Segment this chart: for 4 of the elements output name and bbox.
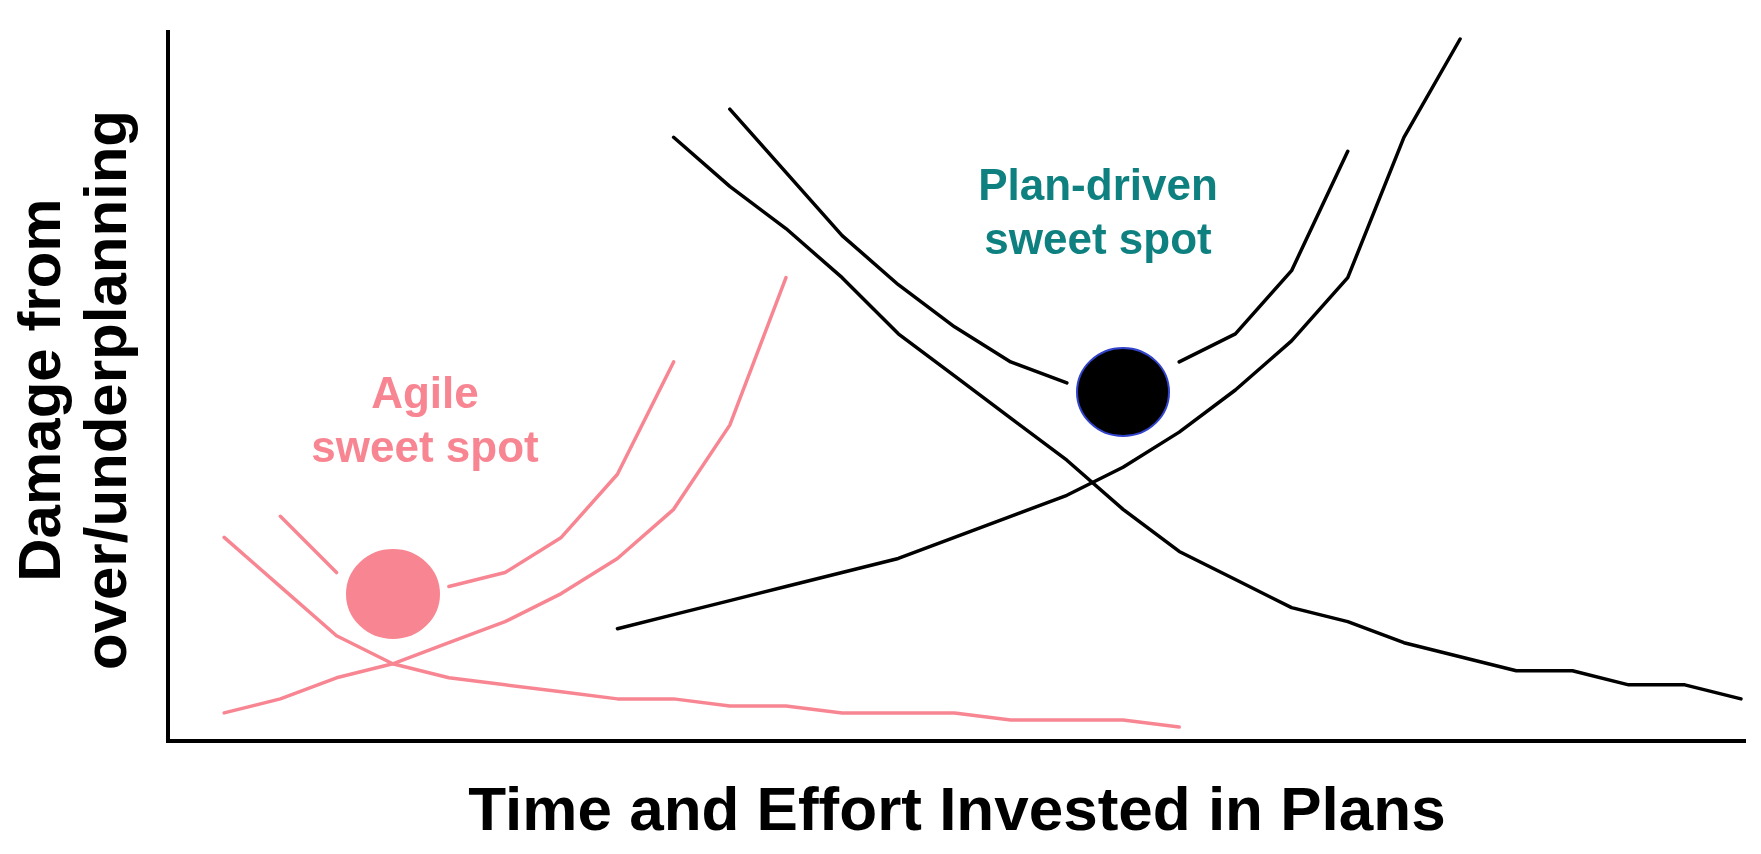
y-axis-title: Damage from over/underplanning — [6, 109, 139, 671]
annotation: Plan-driven sweet spot — [978, 160, 1218, 263]
x-axis-title: Time and Effort Invested in Plans — [468, 774, 1446, 843]
annotation: Agile sweet spot — [311, 368, 540, 471]
